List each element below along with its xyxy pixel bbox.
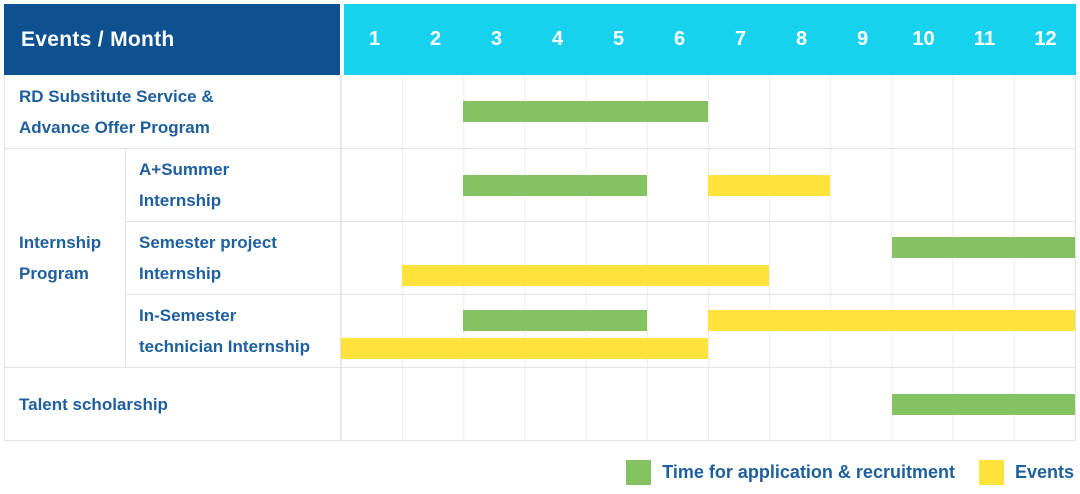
- row-label-talent-scholarship: Talent scholarship: [5, 367, 341, 440]
- month-header-6: 6: [673, 28, 686, 50]
- legend-item-events: Events: [978, 459, 1074, 485]
- row-chart-rd-substitute: [341, 75, 1075, 148]
- gantt-bar-events: [402, 265, 770, 286]
- gantt-bar-events: [708, 310, 1075, 331]
- row-chart-a-summer: [341, 148, 1075, 221]
- legend-swatch-green: [626, 459, 652, 485]
- gantt-bar-events: [708, 175, 831, 196]
- table-title: Events / Month: [4, 4, 340, 75]
- legend-swatch-yellow: [978, 459, 1004, 485]
- row-label-in-semester: In-Semester technician Internship: [126, 294, 341, 367]
- table-header-row: Events / Month 1 2 3 4 5 6 7 8 9 10 11 1…: [4, 4, 1076, 75]
- month-header-8: 8: [795, 28, 808, 50]
- legend-item-application: Time for application & recruitment: [626, 459, 955, 485]
- month-header-10: 10: [912, 28, 935, 50]
- legend-label-application: Time for application & recruitment: [662, 461, 955, 482]
- row-label-a-summer: A+Summer Internship: [126, 148, 341, 221]
- gantt-bar-application: [891, 237, 1075, 258]
- row-label-rd-substitute: RD Substitute Service & Advance Offer Pr…: [5, 75, 341, 148]
- gantt-bar-application: [463, 101, 708, 122]
- month-header-5: 5: [612, 28, 625, 50]
- row-chart-in-semester: [341, 294, 1075, 367]
- month-header-row: 1 2 3 4 5 6 7 8 9 10 11 12: [344, 4, 1076, 75]
- gantt-bar-application: [891, 394, 1075, 415]
- month-header-3: 3: [490, 28, 503, 50]
- gantt-bar-application: [463, 310, 647, 331]
- table-body: RD Substitute Service & Advance Offer Pr…: [4, 75, 1076, 441]
- gantt-bar-events: [341, 338, 708, 359]
- group-label-internship-program: Internship Program: [5, 148, 126, 367]
- month-header-2: 2: [429, 28, 442, 50]
- row-chart-semester-project: [341, 221, 1075, 294]
- month-header-9: 9: [856, 28, 869, 50]
- gantt-table: Events / Month 1 2 3 4 5 6 7 8 9 10 11 1…: [4, 4, 1076, 441]
- month-header-1: 1: [368, 28, 381, 50]
- row-chart-talent-scholarship: [341, 367, 1075, 440]
- month-header-7: 7: [734, 28, 747, 50]
- legend-label-events: Events: [1014, 461, 1074, 482]
- legend: Time for application & recruitment Event…: [626, 456, 1074, 488]
- month-header-12: 12: [1034, 28, 1057, 50]
- gantt-bar-application: [463, 175, 647, 196]
- month-header-11: 11: [973, 28, 996, 50]
- month-header-4: 4: [551, 28, 564, 50]
- row-label-semester-project: Semester project Internship: [126, 221, 341, 294]
